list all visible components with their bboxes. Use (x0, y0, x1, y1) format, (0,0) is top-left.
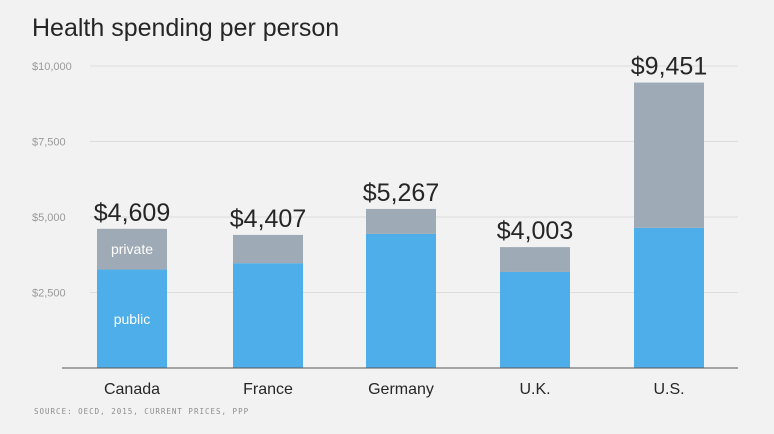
y-tick-label: $2,500 (32, 288, 66, 300)
bar-private (634, 82, 704, 228)
y-tick-label: $5,000 (32, 212, 66, 224)
x-tick-label: Canada (104, 381, 160, 398)
bar-public (634, 227, 704, 368)
bar-private (500, 247, 570, 272)
bar-private (233, 234, 303, 264)
y-tick-label: $7,500 (32, 137, 66, 149)
bar-total-label: $9,451 (631, 53, 707, 81)
x-tick-label: U.S. (653, 381, 684, 398)
x-tick-label: France (243, 381, 293, 398)
bar-private (366, 208, 436, 234)
bar-total-label: $5,267 (363, 179, 439, 207)
series-label-public: public (114, 311, 151, 327)
chart-title: Health spending per person (32, 14, 340, 42)
x-tick-label: U.K. (519, 381, 550, 398)
bar-total-label: $4,609 (94, 199, 170, 227)
y-tick-label: $10,000 (32, 61, 72, 73)
bar-public (500, 271, 570, 368)
bar-private (97, 228, 167, 270)
bar-public (233, 263, 303, 368)
bar-total-label: $4,003 (497, 217, 573, 245)
x-tick-label: Germany (368, 381, 434, 398)
bar-total-label: $4,407 (230, 205, 306, 233)
source-note: SOURCE: OECD, 2015, CURRENT PRICES, PPP (34, 407, 250, 416)
bar-public (366, 233, 436, 368)
series-label-private: private (111, 241, 153, 257)
bar-public (97, 269, 167, 368)
